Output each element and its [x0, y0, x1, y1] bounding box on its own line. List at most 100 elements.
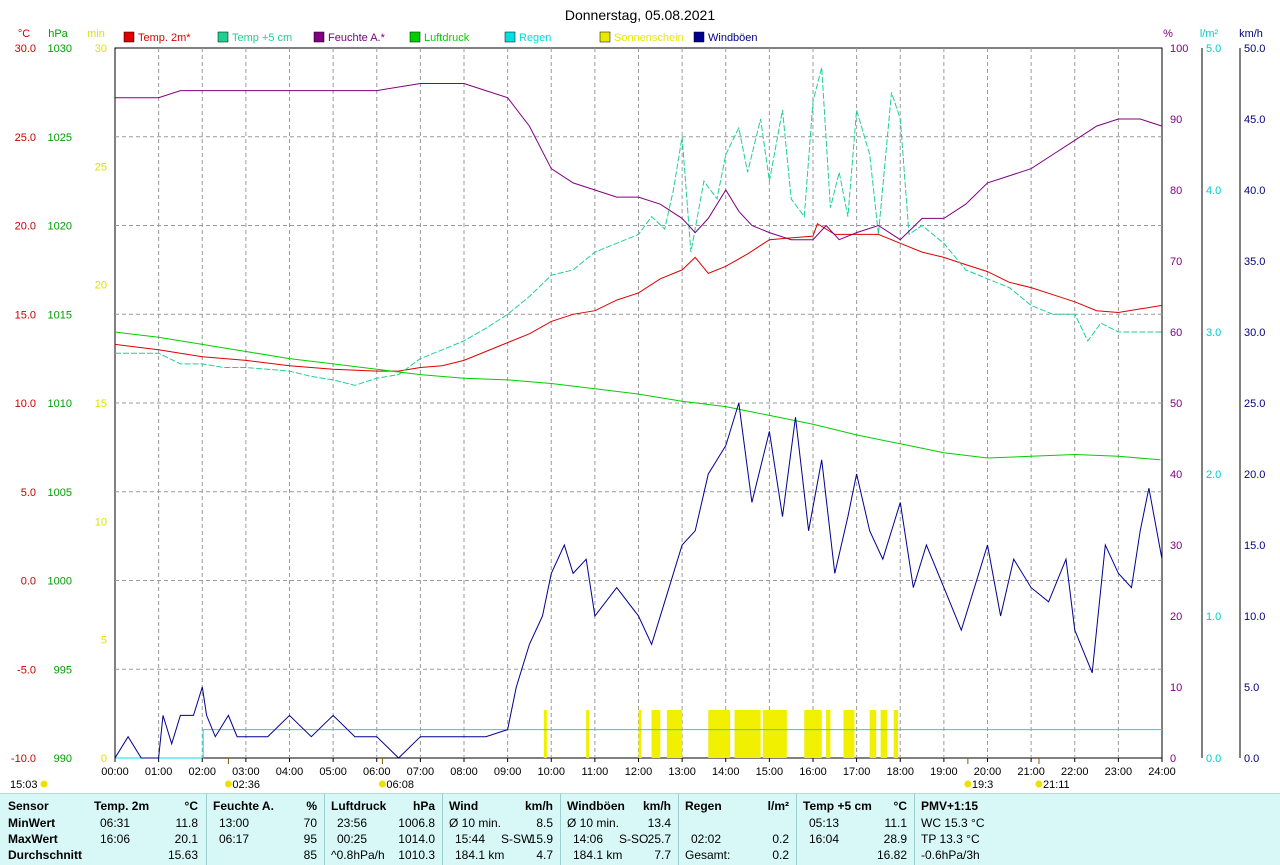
- legend-swatch: [504, 31, 516, 43]
- x-tick-label: 14:00: [712, 766, 740, 778]
- col-rain: Regen l/m² 02:02 0.2 Gesamt: 0.2: [678, 794, 797, 865]
- temp_c-tick-label: 10.0: [15, 398, 36, 410]
- humidity_pct-tick-label: 40: [1170, 469, 1182, 481]
- wind_kmh-tick-label: 30.0: [1244, 327, 1265, 339]
- sun-marker-label: 19:3: [972, 779, 993, 791]
- wind_kmh-tick-label: 15.0: [1244, 540, 1265, 552]
- col-pmv: PMV+1:15 WC 15.3 °C TP 13.3 °C -0.6hPa/3…: [914, 794, 1035, 865]
- humidity_pct-tick-label: 20: [1170, 611, 1182, 623]
- x-tick-label: 03:00: [232, 766, 260, 778]
- rain-max-time: 02:02: [691, 832, 722, 846]
- wind-unit: km/h: [524, 799, 553, 813]
- x-tick-label: 05:00: [319, 766, 347, 778]
- humidity-min-time: 13:00: [219, 816, 250, 830]
- wind-day-avg: 4.7: [536, 848, 553, 862]
- humidity-unit: %: [306, 799, 317, 813]
- humidity-avg: 85: [303, 848, 317, 862]
- sun-marker-icon: [964, 780, 972, 788]
- x-tick-label: 20:00: [974, 766, 1002, 778]
- legend-label: Feuchte A.*: [328, 32, 386, 44]
- gusts-max-dir: S-SO: [619, 832, 649, 846]
- temp5cm-unit: °C: [893, 799, 907, 813]
- humidity-max: 95: [303, 832, 317, 846]
- temp5cm-max: 28.9: [883, 832, 907, 846]
- x-tick-label: 22:00: [1061, 766, 1089, 778]
- wind_kmh-tick-label: 0.0: [1244, 753, 1259, 765]
- rain-header: Regen: [685, 799, 722, 813]
- rain_lm2-unit-label: l/m²: [1200, 28, 1219, 40]
- pressure_hpa-tick-label: 1000: [48, 576, 72, 588]
- humidity_pct-tick-label: 10: [1170, 682, 1182, 694]
- pressure_hpa-tick-label: 1025: [48, 132, 72, 144]
- pressure_hpa-tick-label: 1030: [48, 43, 72, 55]
- pmv-tp: TP 13.3 °C: [921, 832, 980, 846]
- pmv-trend: -0.6hPa/3h: [921, 848, 980, 862]
- pressure_hpa-tick-label: 1020: [48, 221, 72, 233]
- wind_kmh-unit-label: km/h: [1239, 28, 1263, 40]
- humidity_pct-unit-label: %: [1163, 28, 1173, 40]
- x-tick-label: 07:00: [407, 766, 435, 778]
- wind-header: Wind: [449, 799, 479, 813]
- x-tick-label: 06:00: [363, 766, 391, 778]
- x-tick-label: 09:00: [494, 766, 522, 778]
- col-temp2m: Temp. 2m °C 06:31 11.8 16:06 20.1 15.63: [88, 794, 206, 865]
- temp_c-tick-label: 20.0: [15, 221, 36, 233]
- legend-label: Luftdruck: [424, 32, 470, 44]
- legend-swatch: [409, 31, 421, 43]
- sunshine_min-unit-label: min: [87, 28, 105, 40]
- x-tick-label: 01:00: [145, 766, 173, 778]
- temp_c-tick-label: 0.0: [21, 576, 36, 588]
- humidity_pct-tick-label: 60: [1170, 327, 1182, 339]
- gusts-avg-label: Ø 10 min.: [567, 816, 620, 830]
- legend-label: Windböen: [708, 32, 758, 44]
- pmv-header: PMV+1:15: [921, 799, 979, 813]
- rain-total-label: Gesamt:: [685, 848, 731, 862]
- weather-chart: Donnerstag, 05.08.2021 Temp. 2m* Temp +5 …: [10, 7, 1265, 791]
- pressure_hpa-tick-label: 1005: [48, 487, 72, 499]
- series-luftdruck: [114, 331, 1161, 461]
- sunshine_min-tick-label: 15: [95, 398, 107, 410]
- humidity-min: 70: [303, 816, 317, 830]
- wind_kmh-tick-label: 5.0: [1244, 682, 1259, 694]
- wind-max-time: 15:44: [455, 832, 486, 846]
- sunshine-bar: [843, 710, 855, 758]
- wind_kmh-tick-label: 25.0: [1244, 398, 1265, 410]
- axis-unit-labels: °C hPa min% l/m² km/h: [18, 28, 1263, 40]
- col-pressure: Luftdruck hPa 23:56 1006.8 00:25 1014.0 …: [324, 794, 443, 865]
- humidity-header: Feuchte A.: [213, 799, 274, 813]
- x-tick-label: 16:00: [799, 766, 827, 778]
- temp2m-min-time: 06:31: [100, 816, 131, 830]
- x-tick-label: 19:00: [930, 766, 958, 778]
- temp_c-tick-label: -10.0: [11, 753, 36, 765]
- pressure_hpa-tick-label: 990: [54, 753, 72, 765]
- sunshine-bar: [543, 710, 547, 758]
- series-temp-5-cm: [115, 67, 1162, 386]
- legend-label: Temp. 2m*: [138, 32, 191, 44]
- corner-sun-icon: [40, 780, 48, 788]
- rain-total: 0.2: [772, 848, 789, 862]
- x-tick-label: 17:00: [843, 766, 871, 778]
- sun-marker-icon: [1035, 780, 1043, 788]
- temp2m-avg: 15.63: [167, 848, 198, 862]
- x-tick-label: 24:00: [1148, 766, 1176, 778]
- rain_lm2-tick-label: 1.0: [1206, 611, 1221, 623]
- pressure_hpa-tick-label: 995: [54, 664, 72, 676]
- temp_c-tick-label: 5.0: [21, 487, 36, 499]
- label-min: MinWert: [8, 816, 56, 830]
- humidity_pct-tick-label: 70: [1170, 256, 1182, 268]
- pressure-avg: 1010.3: [398, 848, 435, 862]
- wind_kmh-tick-label: 10.0: [1244, 611, 1265, 623]
- sun-markers: 02:36 06:08 19:3 21:11: [224, 758, 1070, 791]
- pressure-max-time: 00:25: [337, 832, 368, 846]
- gusts-header: Windböen: [567, 799, 625, 813]
- gusts-unit: km/h: [642, 799, 671, 813]
- sunshine-bar: [893, 710, 899, 758]
- x-tick-label: 18:00: [886, 766, 914, 778]
- col-temp5cm: Temp +5 cm °C 05:13 11.1 16:04 28.9 16.8…: [796, 794, 915, 865]
- temp_c-tick-label: 15.0: [15, 309, 36, 321]
- sun-marker-label: 21:11: [1043, 779, 1070, 791]
- sunshine-bar: [708, 710, 731, 758]
- legend-swatch: [313, 31, 325, 43]
- x-tick-label: 08:00: [450, 766, 478, 778]
- legend-label: Sonnenschein: [614, 32, 684, 44]
